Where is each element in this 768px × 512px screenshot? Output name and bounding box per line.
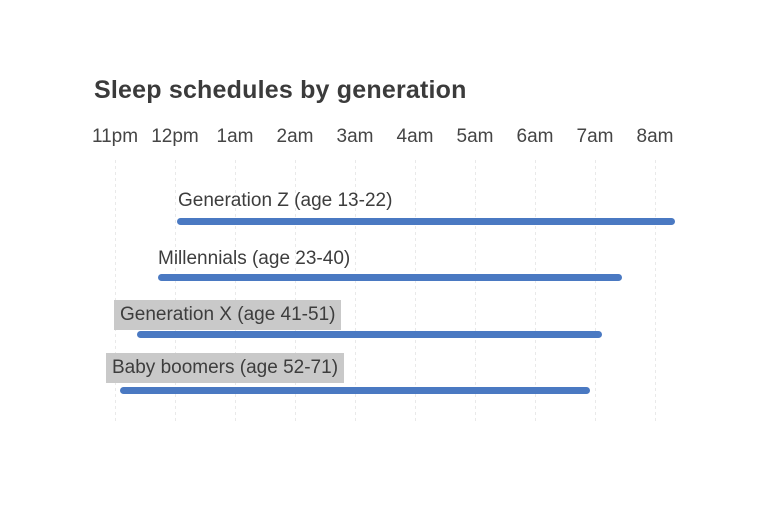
generation-label: Generation Z (age 13-22) xyxy=(178,190,393,211)
hour-gridline xyxy=(595,160,596,423)
generation-label: Generation X (age 41-51) xyxy=(114,300,342,330)
x-axis-tick-label: 7am xyxy=(576,126,614,147)
hour-gridline xyxy=(115,160,116,423)
hour-gridline xyxy=(475,160,476,423)
sleep-duration-bar xyxy=(137,331,603,338)
sleep-duration-bar xyxy=(158,274,622,281)
x-axis-tick-label: 11pm xyxy=(91,126,139,147)
sleep-duration-bar xyxy=(120,387,591,394)
x-axis-tick-label: 1am xyxy=(216,126,254,147)
generation-label: Baby boomers (age 52-71) xyxy=(106,353,345,383)
x-axis-tick-label: 8am xyxy=(636,126,674,147)
hour-gridline xyxy=(355,160,356,423)
hour-gridline xyxy=(415,160,416,423)
sleep-duration-bar xyxy=(176,218,675,225)
x-axis-tick-label: 2am xyxy=(276,126,314,147)
x-axis-tick-label: 4am xyxy=(396,126,434,147)
x-axis-tick-label: 5am xyxy=(456,126,494,147)
chart-title: Sleep schedules by generation xyxy=(94,76,467,104)
hour-gridline xyxy=(655,160,656,423)
x-axis-tick-label: 12pm xyxy=(151,126,199,147)
hour-gridline xyxy=(295,160,296,423)
x-axis-tick-label: 3am xyxy=(336,126,374,147)
generation-label: Millennials (age 23-40) xyxy=(158,248,351,269)
x-axis-tick-label: 6am xyxy=(516,126,554,147)
hour-gridline xyxy=(175,160,176,423)
hour-gridline xyxy=(235,160,236,423)
hour-gridline xyxy=(535,160,536,423)
